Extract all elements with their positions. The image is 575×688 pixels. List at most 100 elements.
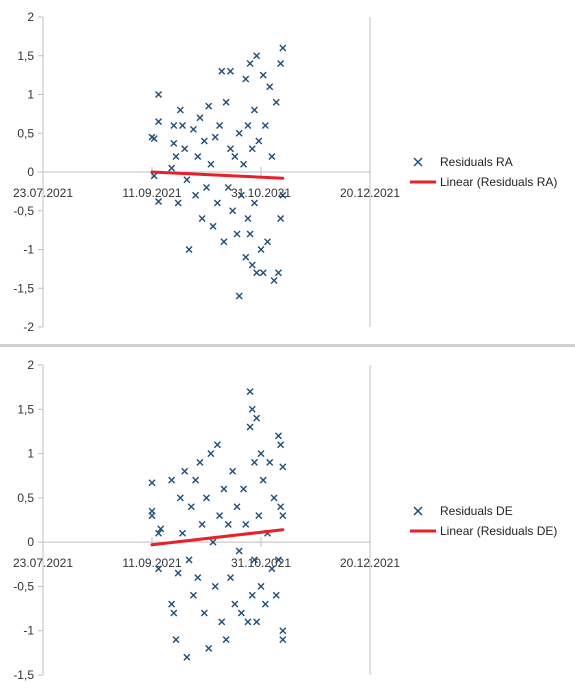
data-point-stroke [200, 609, 208, 617]
data-point [170, 139, 178, 147]
data-point [226, 145, 234, 153]
data-point [233, 230, 241, 238]
data-point [198, 215, 206, 222]
data-point [155, 91, 163, 98]
data-point [155, 529, 163, 537]
data-point-stroke [233, 230, 241, 238]
data-point [248, 591, 256, 599]
data-point-stroke [174, 569, 182, 577]
data-point [176, 494, 184, 502]
data-point-stroke [272, 591, 280, 599]
data-point [235, 129, 243, 137]
data-point-stroke [270, 494, 278, 502]
data-point [244, 215, 252, 222]
data-point [198, 520, 206, 528]
data-point [259, 71, 267, 79]
data-point-stroke [268, 153, 276, 160]
data-point [150, 172, 158, 180]
data-point-stroke [279, 636, 287, 644]
data-point [155, 565, 163, 573]
data-point-stroke [248, 591, 256, 599]
data-point [277, 215, 285, 222]
chart-residuals-ra: 2 1,5 1 0,5 0 -0,5 -1 -1,5 -2 23.07.2021 11.09.202… [12, 10, 558, 334]
data-point-stroke [211, 582, 219, 590]
data-point-stroke [189, 125, 197, 133]
data-point [268, 565, 276, 573]
data-point [148, 479, 156, 487]
data-point-stroke [181, 467, 189, 475]
data-point [240, 485, 248, 493]
data-point [233, 503, 241, 511]
data-point-stroke [279, 512, 287, 520]
data-point-stroke [183, 176, 191, 184]
y-tick-label: 0 [27, 165, 34, 179]
data-point [248, 145, 256, 153]
data-point [279, 512, 287, 520]
data-point-stroke [277, 441, 285, 449]
data-point-stroke [229, 207, 237, 215]
data-point-stroke [170, 122, 178, 129]
data-point-stroke [242, 520, 250, 528]
data-point-stroke [266, 458, 274, 466]
data-point [253, 269, 261, 277]
data-point [218, 618, 226, 626]
data-point-stroke [257, 582, 265, 590]
data-point [189, 591, 197, 599]
data-point-stroke [248, 405, 256, 413]
data-point [270, 494, 278, 502]
data-point-stroke [264, 238, 272, 246]
y-tick-label: -1,5 [13, 668, 34, 682]
data-point [209, 222, 217, 230]
data-point-stroke [250, 199, 258, 207]
data-point-stroke [148, 512, 156, 520]
data-point [200, 609, 208, 617]
data-point [244, 122, 252, 129]
chart-residuals-de: 2 1,5 1 0,5 0 -0,5 -1 -1,5 23.07.2021 11.09.2021 3… [0, 347, 575, 688]
data-point [253, 414, 261, 422]
data-point [207, 160, 215, 168]
data-point [209, 538, 217, 546]
data-point-stroke [279, 627, 287, 635]
data-point [255, 137, 263, 145]
data-point-stroke [274, 432, 282, 440]
data-point [216, 122, 224, 129]
data-point-stroke [235, 129, 243, 137]
data-point-stroke [174, 199, 182, 207]
data-point-stroke [222, 98, 230, 106]
legend-marker-stroke [413, 506, 423, 516]
data-point-stroke [155, 197, 163, 205]
data-point [216, 512, 224, 520]
x-tick-label: 31.10.2021 [231, 556, 291, 570]
data-point [150, 135, 158, 143]
y-tick-label: 0,5 [17, 126, 34, 140]
data-point-stroke [279, 44, 287, 52]
data-point [244, 618, 252, 626]
data-point [237, 191, 245, 199]
data-point [248, 405, 256, 413]
data-point-stroke [270, 277, 278, 284]
data-point [181, 145, 189, 153]
data-point-stroke [150, 172, 158, 180]
data-point-stroke [218, 618, 226, 626]
data-point [148, 512, 156, 520]
data-point [257, 582, 265, 590]
data-point [220, 485, 228, 493]
data-point-stroke [244, 618, 252, 626]
data-point [194, 153, 202, 160]
data-point [253, 52, 261, 60]
data-point-stroke [194, 153, 202, 160]
data-point-stroke [155, 529, 163, 537]
data-point-stroke [248, 261, 256, 269]
data-point [261, 600, 269, 608]
data-point-stroke [220, 238, 228, 246]
trendline [150, 170, 285, 180]
data-point-stroke [272, 98, 280, 106]
data-point [211, 133, 219, 141]
data-point-stroke [246, 423, 254, 431]
data-point-stroke [209, 222, 217, 230]
data-point-stroke [231, 600, 239, 608]
data-point [266, 83, 274, 91]
data-point [179, 529, 187, 537]
data-point [213, 199, 221, 207]
data-point-stroke [246, 230, 254, 238]
